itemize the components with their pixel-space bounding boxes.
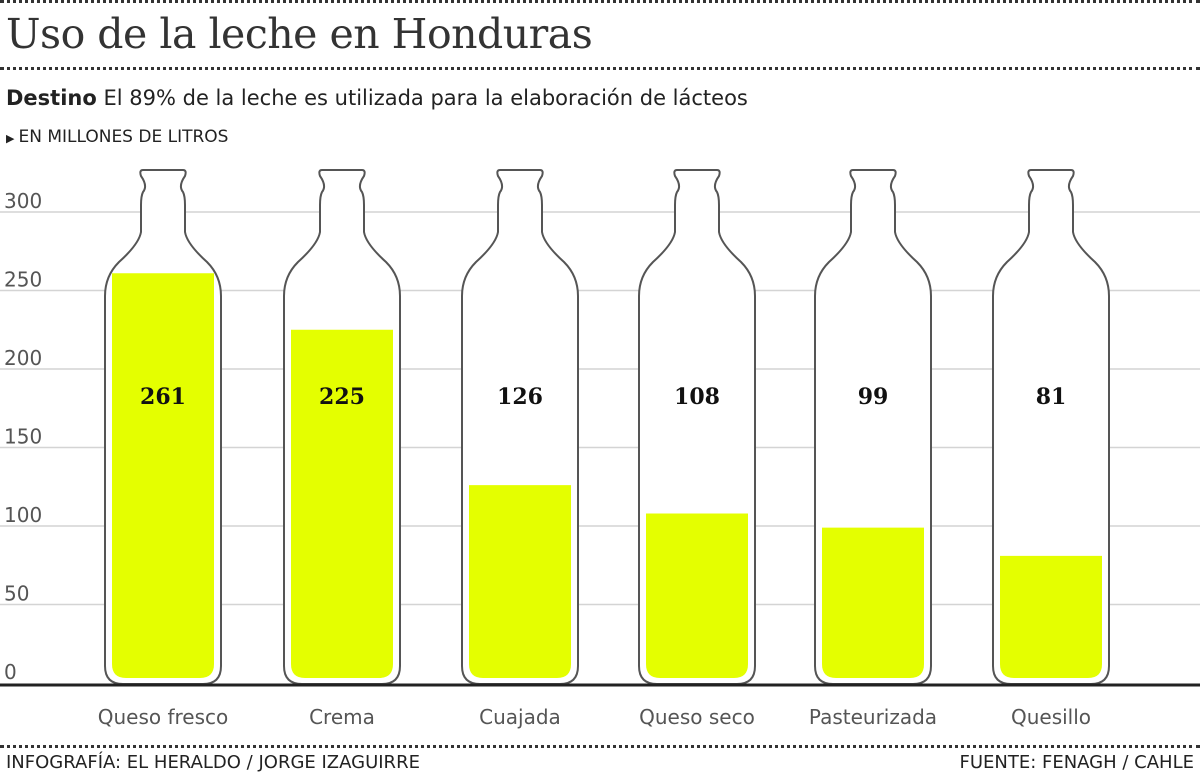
x-category-label: Crema (309, 705, 375, 729)
x-category-label: Queso fresco (98, 705, 229, 729)
bottle: 108 Queso seco (638, 169, 756, 729)
y-tick-label: 200 (4, 346, 42, 370)
x-category-label: Cuajada (479, 705, 561, 729)
x-category-label: Quesillo (1011, 705, 1091, 729)
y-tick-label: 50 (4, 582, 29, 606)
chart-title: Uso de la leche en Honduras (6, 10, 593, 58)
data-label: 81 (1036, 384, 1067, 410)
x-category-label: Queso seco (639, 705, 755, 729)
data-label: 108 (674, 384, 720, 410)
bar-fill (1000, 555, 1102, 678)
subtitle: Destino El 89% de la leche es utilizada … (6, 86, 748, 110)
bottle: 81 Quesillo (992, 169, 1110, 729)
top-divider (0, 0, 1200, 3)
subtitle-bold: Destino (6, 86, 97, 110)
bottle: 126 Cuajada (461, 169, 579, 729)
bar-fill (469, 485, 571, 678)
bar-fill (112, 273, 214, 678)
unit-label: ▶ EN MILLONES DE LITROS (6, 127, 228, 147)
triangle-icon: ▶ (6, 132, 15, 145)
bottle: 225 Crema (283, 169, 401, 729)
bar-fill (646, 513, 748, 678)
data-label: 261 (140, 384, 186, 410)
credit-text: INFOGRAFÍA: EL HERALDO / JORGE IZAGUIRRE (6, 752, 420, 773)
y-tick-label: 300 (4, 189, 42, 213)
data-label: 126 (497, 384, 543, 410)
bar-fill (822, 527, 924, 678)
y-tick-label: 100 (4, 503, 42, 527)
footer-divider (0, 745, 1200, 748)
data-label: 99 (858, 384, 889, 410)
bar-fill (291, 329, 393, 678)
bottle: 261 Queso fresco (98, 169, 229, 729)
source-text: FUENTE: FENAGH / CAHLE (959, 752, 1194, 773)
unit-text: EN MILLONES DE LITROS (18, 127, 229, 147)
data-label: 225 (319, 384, 365, 410)
y-tick-label: 150 (4, 425, 42, 449)
y-tick-label: 0 (4, 660, 17, 684)
y-tick-label: 250 (4, 268, 42, 292)
title-divider (0, 67, 1200, 70)
x-category-label: Pasteurizada (809, 705, 937, 729)
subtitle-text: El 89% de la leche es utilizada para la … (103, 86, 748, 110)
bottle: 99 Pasteurizada (809, 169, 937, 729)
